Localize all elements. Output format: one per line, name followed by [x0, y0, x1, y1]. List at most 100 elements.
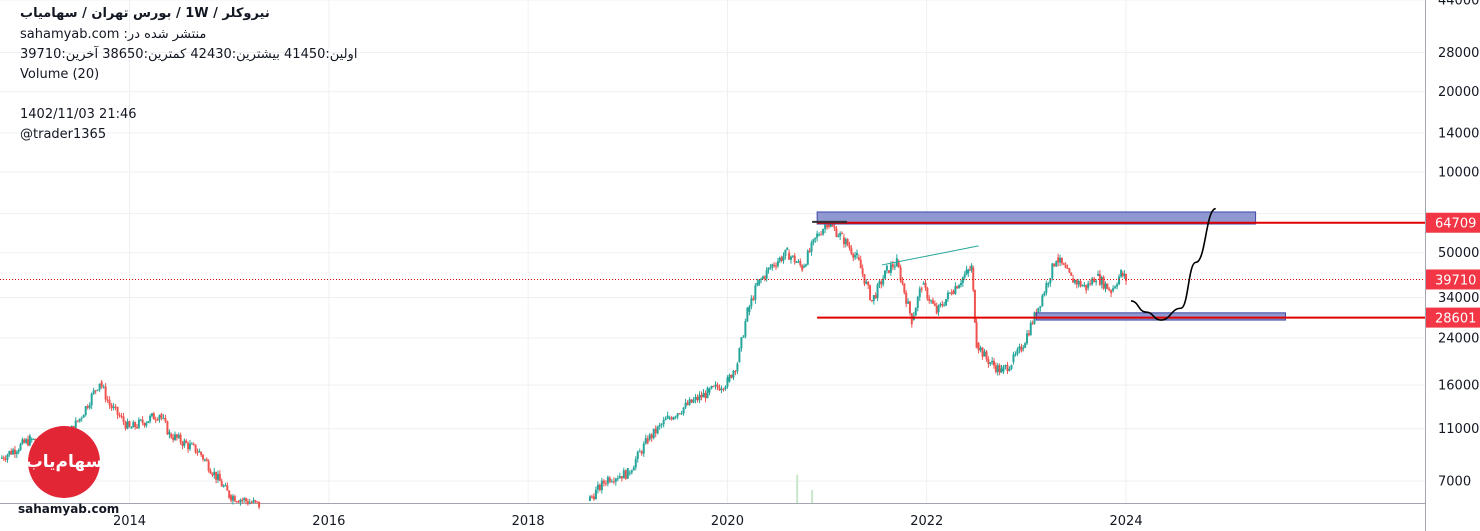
- candle-body: [12, 449, 15, 455]
- candle-body: [662, 420, 665, 425]
- candle-body: [870, 300, 873, 302]
- candle-body: [972, 267, 975, 290]
- candle-body: [793, 255, 796, 263]
- candle-body: [760, 278, 763, 280]
- candle-body: [718, 387, 721, 391]
- candle-body: [734, 370, 737, 372]
- candle-body: [916, 296, 919, 309]
- candle-body: [1089, 283, 1092, 285]
- candle-body: [160, 413, 163, 418]
- candle-body: [156, 419, 159, 421]
- candle-body: [1010, 365, 1013, 369]
- candle-body: [1047, 283, 1050, 285]
- candle-body: [1039, 306, 1042, 308]
- candle-body: [891, 264, 894, 268]
- candle-body: [642, 443, 645, 454]
- candle-body: [822, 229, 825, 235]
- candle-body: [773, 264, 776, 266]
- price-tag-label: 28601: [1435, 312, 1476, 327]
- candle-body: [1059, 257, 1062, 263]
- candle-body: [594, 489, 597, 500]
- candle-body: [756, 282, 759, 286]
- candle-body: [239, 499, 242, 503]
- candle-body: [690, 399, 693, 403]
- candle-body: [1120, 269, 1123, 277]
- candle-body: [1004, 365, 1007, 367]
- candle-body: [145, 422, 148, 426]
- y-tick-label: 24000: [1438, 331, 1479, 346]
- candle-body: [175, 434, 178, 438]
- candle-body: [754, 285, 757, 300]
- candle-body: [114, 406, 117, 408]
- candle-body: [1079, 281, 1082, 287]
- candle-body: [795, 262, 798, 264]
- y-tick-label: 7000: [1438, 475, 1471, 490]
- candle-body: [1091, 278, 1094, 285]
- y-tick-label: 50000: [1438, 246, 1479, 261]
- y-tick-label: 440000: [1438, 0, 1480, 9]
- candle-body: [722, 388, 725, 390]
- candle-body: [882, 278, 885, 285]
- candle-body: [708, 388, 711, 393]
- candle-body: [789, 256, 792, 260]
- candle-body: [746, 307, 749, 322]
- candle-body: [887, 270, 890, 273]
- candle-body: [608, 477, 611, 482]
- projection-curve: [1130, 207, 1217, 321]
- volume-indicator-label: Volume (20): [20, 67, 100, 82]
- candle-body: [1083, 284, 1086, 286]
- candle-body: [979, 347, 982, 351]
- candle-body: [222, 485, 225, 487]
- candle-body: [799, 261, 802, 266]
- candle-body: [724, 386, 727, 390]
- candle-body: [1066, 267, 1069, 269]
- candle-body: [102, 386, 105, 388]
- candle-body: [104, 386, 107, 400]
- candle-body: [1026, 333, 1029, 344]
- candle-body: [150, 413, 153, 416]
- candle-body: [1116, 284, 1119, 287]
- candle-body: [857, 257, 860, 260]
- candle-body: [991, 360, 994, 363]
- candle-body: [84, 406, 87, 415]
- candle-body: [616, 478, 619, 480]
- candle-body: [784, 249, 787, 257]
- candle-body: [28, 435, 31, 446]
- candle-body: [196, 452, 199, 454]
- candle-body: [230, 495, 233, 501]
- candle-body: [656, 426, 659, 434]
- candle-body: [13, 449, 16, 454]
- candle-body: [166, 421, 169, 435]
- price-tag-label: 64709: [1435, 217, 1476, 232]
- candle-body: [1110, 290, 1113, 294]
- candle-body: [1081, 285, 1084, 287]
- candle-body: [835, 228, 838, 237]
- candle-body: [696, 396, 699, 401]
- candle-body: [1125, 274, 1128, 281]
- supply-demand-zone: [1035, 312, 1286, 321]
- x-tick-label: 2024: [1110, 514, 1143, 529]
- candle-body: [658, 424, 661, 427]
- candle-body: [961, 277, 964, 283]
- candle-body: [6, 454, 9, 460]
- candle-body: [716, 384, 719, 388]
- volume-bar: [796, 474, 799, 503]
- candle-body: [1012, 354, 1015, 363]
- candle-body: [975, 322, 978, 348]
- candle-body: [948, 292, 951, 294]
- y-tick-label: 16000: [1438, 379, 1479, 394]
- candle-body: [850, 248, 853, 254]
- candle-body: [30, 439, 33, 441]
- candle-body: [837, 236, 840, 238]
- candle-body: [1085, 284, 1088, 291]
- price-tag-bg: [1426, 307, 1480, 328]
- candle-body: [1102, 277, 1105, 289]
- candle-body: [134, 422, 137, 428]
- candle-body: [958, 285, 961, 289]
- candle-body: [92, 390, 95, 394]
- candle-body: [748, 306, 751, 313]
- candle-body: [638, 451, 641, 453]
- candle-body: [143, 423, 146, 426]
- candle-body: [1024, 343, 1027, 348]
